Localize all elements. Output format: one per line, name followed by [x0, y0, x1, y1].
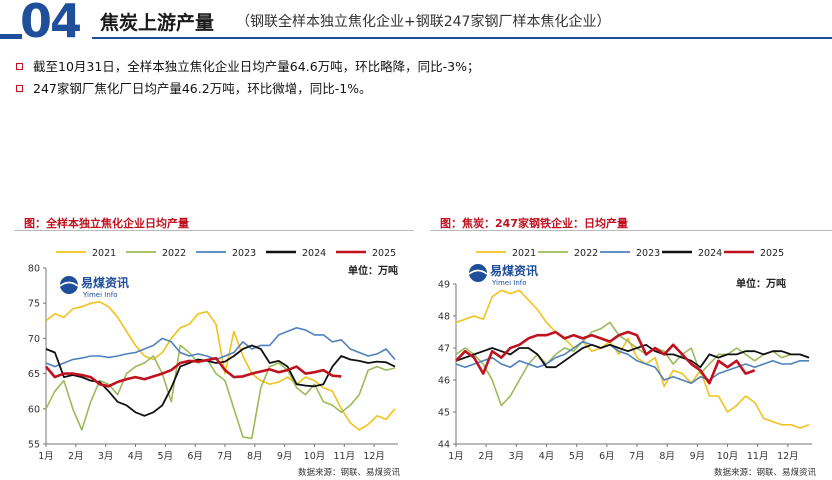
series-line-2021	[455, 289, 810, 429]
y-tick-label: 44	[438, 440, 450, 451]
y-tick-label: 65	[28, 369, 40, 380]
x-tick-label: 7月	[217, 451, 233, 462]
x-tick-label: 10月	[304, 451, 326, 462]
page-subtitle: （钢联全样本独立焦化企业+钢联247家钢厂样本焦化企业）	[236, 14, 611, 30]
y-tick-label: 70	[28, 334, 40, 345]
series-line-2022	[455, 321, 810, 407]
chart-daily-output-independent: 2021 2022 2023 2024 2025 55 60 65 70 75 80 1月 2月 3月 4月…	[28, 248, 401, 478]
legend-label-2022: 2022	[162, 248, 186, 259]
series-line-2023	[455, 340, 809, 384]
logo-subtitle: Yimei Info	[82, 291, 118, 299]
x-tick-label: 2月	[68, 451, 84, 462]
x-tick-label: 4月	[128, 451, 144, 462]
y-tick-label: 45	[438, 408, 450, 419]
y-tick-label: 48	[438, 312, 450, 323]
series-line-2021	[45, 301, 396, 431]
x-tick-label: 6月	[187, 451, 203, 462]
x-tick-label: 5月	[569, 451, 585, 462]
x-tick-label: 8月	[659, 451, 675, 462]
y-tick-label: 49	[438, 280, 450, 291]
unit-label: 单位：万吨	[348, 264, 398, 277]
legend-label-2021: 2021	[512, 248, 536, 259]
chart-daily-output-247-steel: 2021 2022 2023 2024 2025 44 45 46 47 48 49 1月 2月 3月 4月…	[438, 248, 817, 478]
source-note: 数据来源：钢联、易煤资讯	[298, 467, 401, 478]
y-tick-label: 46	[438, 376, 450, 387]
x-tick-label: 3月	[509, 451, 525, 462]
x-tick-label: 4月	[539, 451, 555, 462]
legend-label-2025: 2025	[760, 248, 784, 259]
bullet-text: 247家钢厂焦化厂日均产量46.2万吨，环比微增，同比-1%。	[33, 81, 372, 96]
logo-name: 易煤资讯	[81, 275, 129, 290]
x-tick-label: 6月	[599, 451, 615, 462]
bullet-square-icon	[16, 85, 23, 92]
series-line-2025	[45, 356, 342, 388]
legend-label-2025: 2025	[372, 248, 396, 259]
page-title: 焦炭上游产量	[100, 12, 215, 34]
bullet-text: 截至10月31日，全样本独立焦化企业日均产量64.6万吨，环比略降，同比-3%；	[33, 59, 480, 74]
x-tick-label: 2月	[478, 451, 494, 462]
logo-swoosh-icon	[468, 269, 488, 275]
chart1-title: 图：全样本独立焦化企业日均产量	[24, 217, 189, 230]
unit-label: 单位：万吨	[736, 277, 786, 290]
x-tick-label: 3月	[98, 451, 114, 462]
y-tick-label: 80	[28, 264, 40, 275]
header-accent-bar	[0, 34, 22, 39]
bullet-square-icon	[16, 63, 23, 70]
chart1-title-rule	[14, 230, 414, 231]
logo-globe-icon	[469, 264, 487, 282]
chart2-title-rule	[430, 230, 832, 231]
summary-bullets: 截至10月31日，全样本独立焦化企业日均产量64.6万吨，环比略降，同比-3%；…	[16, 56, 816, 100]
bullet-item: 截至10月31日，全样本独立焦化企业日均产量64.6万吨，环比略降，同比-3%；	[16, 56, 816, 78]
logo-globe-icon	[60, 276, 78, 294]
x-tick-label: 11月	[747, 451, 769, 462]
x-tick-label: 1月	[448, 451, 464, 462]
x-tick-label: 5月	[158, 451, 174, 462]
series-line-2025	[455, 330, 756, 385]
header-rule	[92, 37, 832, 39]
y-tick-label: 60	[28, 404, 40, 415]
x-tick-label: 12月	[777, 451, 799, 462]
x-tick-label: 9月	[277, 451, 293, 462]
y-tick-label: 55	[28, 440, 40, 451]
bullet-item: 247家钢厂焦化厂日均产量46.2万吨，环比微增，同比-1%。	[16, 78, 816, 100]
x-tick-label: 10月	[717, 451, 739, 462]
source-note: 数据来源：钢联、易煤资讯	[714, 467, 817, 478]
chart2-title: 图：焦炭：247家钢铁企业：日均产量	[440, 217, 628, 230]
x-tick-label: 1月	[38, 451, 54, 462]
y-tick-label: 47	[438, 344, 450, 355]
legend-label-2022: 2022	[574, 248, 598, 259]
x-tick-label: 7月	[629, 451, 645, 462]
series-line-2023	[45, 327, 396, 368]
legend-label-2023: 2023	[232, 248, 256, 259]
legend-label-2024: 2024	[698, 248, 722, 259]
series-line-2022	[45, 344, 396, 440]
legend-label-2021: 2021	[92, 248, 116, 259]
logo-subtitle: Yimei Info	[491, 279, 527, 287]
logo-name: 易煤资讯	[490, 263, 538, 278]
page-header: 04 焦炭上游产量 （钢联全样本独立焦化企业+钢联247家钢厂样本焦化企业）	[0, 0, 832, 48]
x-tick-label: 9月	[690, 451, 706, 462]
logo-swoosh-icon	[59, 281, 79, 287]
section-number: 04	[20, 0, 82, 48]
legend-label-2024: 2024	[302, 248, 326, 259]
legend-label-2023: 2023	[636, 248, 660, 259]
series-line-2024	[455, 343, 810, 369]
y-tick-label: 75	[28, 299, 40, 310]
x-tick-label: 12月	[363, 451, 385, 462]
x-tick-label: 8月	[247, 451, 263, 462]
x-tick-label: 11月	[334, 451, 356, 462]
